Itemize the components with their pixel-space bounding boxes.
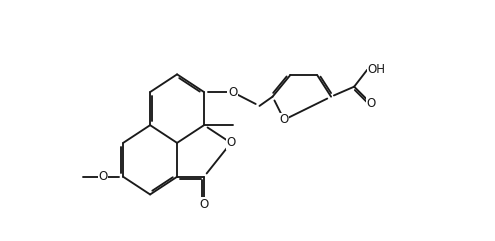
Text: O: O [366, 97, 376, 110]
Text: O: O [199, 198, 209, 211]
Text: O: O [280, 113, 289, 126]
Text: O: O [99, 170, 108, 183]
Text: O: O [226, 136, 236, 149]
Text: OH: OH [367, 63, 385, 76]
Text: O: O [228, 86, 237, 99]
